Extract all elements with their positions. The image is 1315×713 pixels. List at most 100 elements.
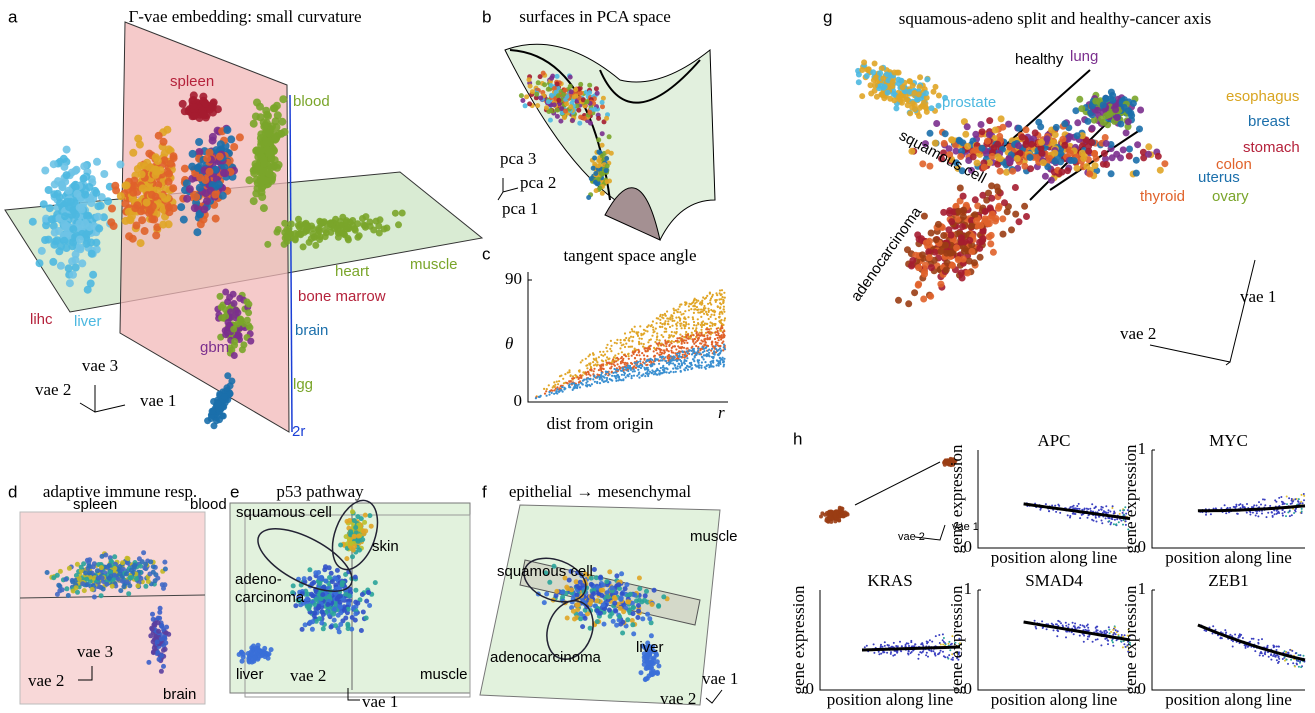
point xyxy=(80,175,88,183)
point xyxy=(577,121,582,126)
point xyxy=(556,381,558,383)
point xyxy=(1157,167,1164,174)
point xyxy=(631,377,633,379)
point xyxy=(611,619,616,624)
point xyxy=(686,342,688,344)
point xyxy=(643,367,645,369)
point xyxy=(612,358,614,360)
point xyxy=(535,397,537,399)
point xyxy=(717,337,719,339)
point xyxy=(361,610,366,615)
point xyxy=(203,197,211,205)
point xyxy=(621,356,623,358)
point xyxy=(719,363,721,365)
point xyxy=(557,383,559,385)
point xyxy=(665,328,667,330)
point xyxy=(333,623,338,628)
point xyxy=(592,156,597,161)
point xyxy=(711,356,713,358)
point xyxy=(599,382,601,384)
point xyxy=(677,345,679,347)
point xyxy=(662,336,664,338)
point xyxy=(148,633,153,638)
point xyxy=(283,226,290,233)
point xyxy=(250,197,258,205)
point xyxy=(1080,155,1087,162)
point xyxy=(700,324,702,326)
point xyxy=(679,334,681,336)
point xyxy=(723,311,725,313)
point xyxy=(118,572,123,577)
point xyxy=(701,365,703,367)
point xyxy=(721,319,723,321)
point xyxy=(935,221,942,228)
point xyxy=(100,170,108,178)
point xyxy=(555,82,560,87)
point xyxy=(646,355,648,357)
point xyxy=(203,155,211,163)
point xyxy=(93,158,101,166)
point xyxy=(48,215,56,223)
point xyxy=(218,304,225,311)
point xyxy=(1103,140,1110,147)
point xyxy=(610,585,615,590)
point xyxy=(357,548,362,553)
point xyxy=(642,373,644,375)
point xyxy=(615,375,617,377)
point xyxy=(202,189,210,197)
point xyxy=(578,580,583,585)
point xyxy=(130,177,138,185)
point xyxy=(306,239,313,246)
point xyxy=(720,298,722,300)
point xyxy=(562,378,564,380)
point xyxy=(602,363,604,365)
point xyxy=(545,390,547,392)
point xyxy=(596,150,601,155)
point xyxy=(230,143,238,151)
point xyxy=(634,351,636,353)
point xyxy=(578,384,580,386)
point xyxy=(657,358,659,360)
point xyxy=(622,361,624,363)
point xyxy=(723,364,725,366)
figure: a Γ-vae embedding: small curvature splee… xyxy=(0,0,1315,713)
point xyxy=(364,599,369,604)
point xyxy=(667,357,669,359)
point xyxy=(245,322,252,329)
point xyxy=(350,554,355,559)
point xyxy=(569,587,574,592)
point xyxy=(206,168,214,176)
point xyxy=(671,342,673,344)
point xyxy=(546,395,548,397)
point xyxy=(353,618,358,623)
point xyxy=(631,355,633,357)
point xyxy=(556,388,558,390)
point xyxy=(324,579,329,584)
point xyxy=(708,349,710,351)
point xyxy=(177,203,185,211)
point-cloud xyxy=(895,168,1030,308)
point xyxy=(649,364,651,366)
point xyxy=(1145,151,1152,158)
point xyxy=(639,670,644,675)
point xyxy=(697,339,699,341)
point xyxy=(675,323,677,325)
point xyxy=(578,82,583,87)
point xyxy=(718,365,720,367)
point xyxy=(709,365,711,367)
point xyxy=(976,245,983,252)
point xyxy=(597,186,602,191)
point xyxy=(635,615,640,620)
point xyxy=(96,575,101,580)
point xyxy=(599,351,601,353)
point xyxy=(593,171,598,176)
point xyxy=(688,305,690,307)
point xyxy=(942,130,949,137)
point xyxy=(330,579,335,584)
point xyxy=(307,576,312,581)
point xyxy=(534,92,539,97)
point xyxy=(699,349,701,351)
point xyxy=(543,388,545,390)
point xyxy=(917,74,923,80)
point xyxy=(148,191,156,199)
